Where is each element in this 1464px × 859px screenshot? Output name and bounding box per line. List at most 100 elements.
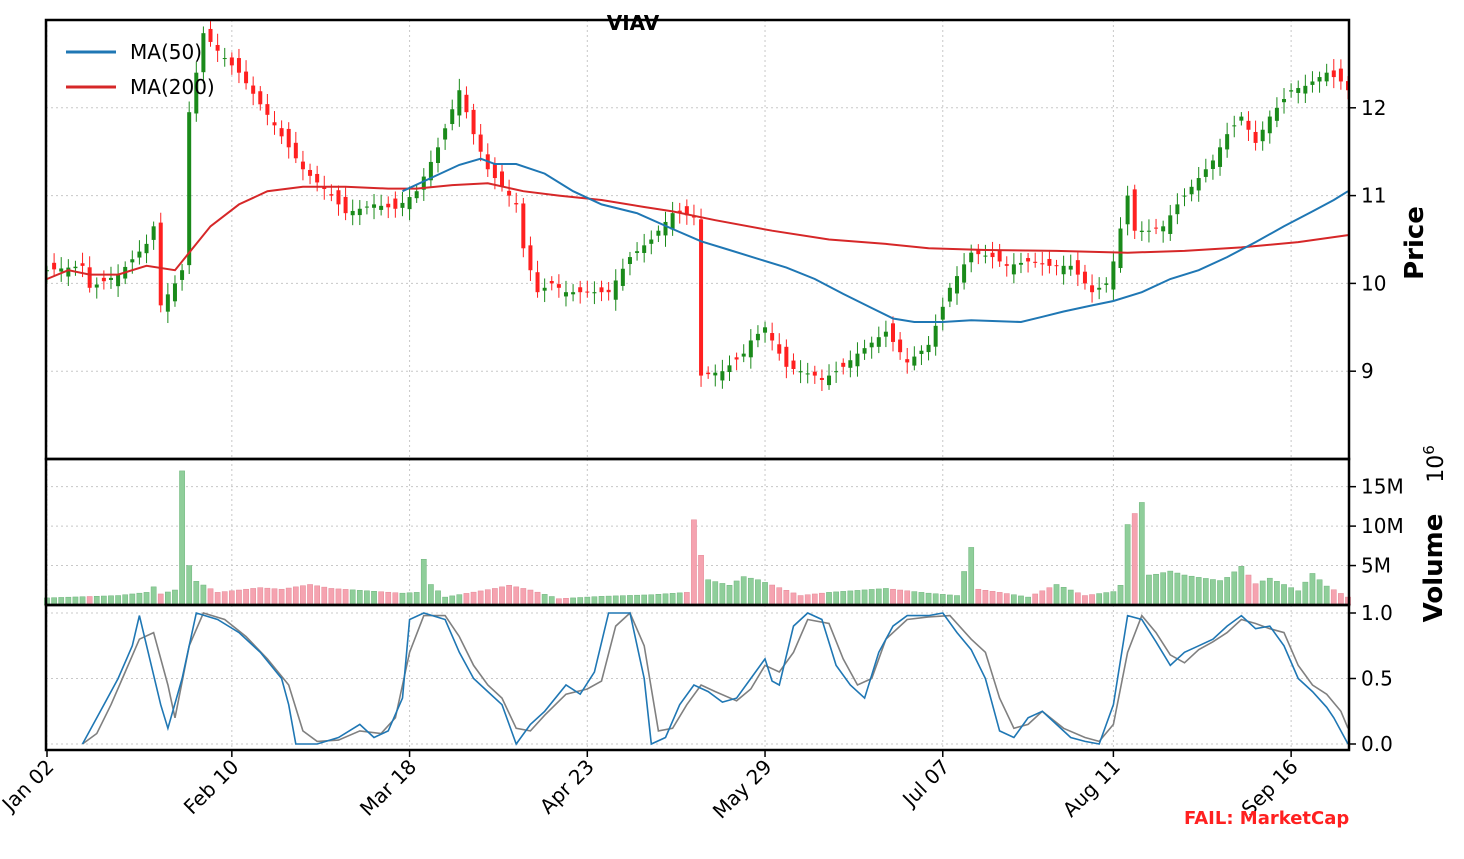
volume-bar xyxy=(676,592,683,606)
candle-body xyxy=(329,194,334,196)
volume-bar xyxy=(712,581,719,606)
volume-bar xyxy=(1274,581,1280,606)
x-ticks: Jan 02 Feb 10 Mar 18 Apr 23 May 29 Jul 07 Aug … xyxy=(0,750,1303,823)
volume-bar xyxy=(278,588,285,606)
candle-body xyxy=(571,292,576,295)
candle-body xyxy=(592,292,597,294)
volume-bar xyxy=(1288,587,1294,606)
candle-body xyxy=(1210,160,1215,169)
volume-bar xyxy=(1316,579,1323,606)
candle-body xyxy=(962,264,967,283)
candle-body xyxy=(713,372,718,376)
candle-body xyxy=(1203,169,1208,177)
candle-body xyxy=(201,33,206,73)
x-tick-label: Jul 07 xyxy=(896,755,954,813)
candle-body xyxy=(805,373,810,375)
candle-body xyxy=(1075,260,1080,275)
candle-body xyxy=(734,357,739,360)
volume-bar xyxy=(534,591,541,606)
candle-body xyxy=(1331,70,1336,78)
volume-bar xyxy=(200,584,207,606)
volume-bar xyxy=(1202,578,1209,606)
volume-bar xyxy=(93,595,100,606)
volume-bar xyxy=(1067,589,1074,606)
volume-bar xyxy=(883,588,889,606)
volume-bar xyxy=(1210,579,1216,606)
volume-bar xyxy=(1039,590,1046,606)
candle-body xyxy=(428,161,433,181)
candle-body xyxy=(236,58,241,73)
candle-body xyxy=(379,205,384,210)
volume-bar xyxy=(904,590,911,606)
x-tick-label: Apr 23 xyxy=(535,755,599,819)
price-tick-label: 12 xyxy=(1361,96,1386,120)
candle-body xyxy=(684,206,689,216)
candle-body xyxy=(670,213,675,230)
candle-body xyxy=(94,284,99,288)
volume-bar xyxy=(1323,585,1330,606)
candle-body xyxy=(663,221,668,236)
volume-bar xyxy=(669,593,676,606)
volume-bar xyxy=(989,591,996,606)
candle-body xyxy=(293,142,298,159)
volume-bar xyxy=(385,591,392,606)
price-tick-label: 11 xyxy=(1361,184,1386,208)
volume-bar xyxy=(620,595,626,606)
volume-bar xyxy=(726,585,733,606)
volume-bar xyxy=(143,592,150,606)
candle-body xyxy=(777,344,782,354)
volume-bar xyxy=(1103,592,1110,606)
candle-body xyxy=(1168,215,1173,234)
volume-bar xyxy=(157,593,164,606)
candle-body xyxy=(862,348,867,354)
volume-bar xyxy=(932,593,939,606)
volume-bar xyxy=(378,591,384,606)
volume-bar xyxy=(776,587,783,606)
volume-bar xyxy=(257,587,264,606)
volume-bar xyxy=(769,584,775,606)
candle-body xyxy=(130,259,135,263)
volume-bar xyxy=(1110,591,1117,606)
volume-bar xyxy=(129,593,136,606)
candle-body xyxy=(763,327,768,333)
candle-body xyxy=(827,375,832,386)
candle-body xyxy=(770,333,775,341)
stoch-panel-frame xyxy=(44,603,1351,752)
volume-bar xyxy=(172,589,178,606)
volume-bar xyxy=(968,547,975,606)
volume-bar xyxy=(214,592,221,606)
candle-body xyxy=(1196,178,1201,191)
volume-bar xyxy=(108,595,114,606)
candle-body xyxy=(343,196,348,214)
volume-bar xyxy=(527,589,534,606)
volume-bar xyxy=(456,594,463,606)
candle-body xyxy=(1011,264,1016,275)
volume-bar xyxy=(413,592,420,606)
candle-body xyxy=(265,104,270,115)
candle-body xyxy=(869,342,874,348)
candle-body xyxy=(1246,120,1251,130)
candle-body xyxy=(699,219,704,376)
moving-average-lines xyxy=(46,157,1349,324)
volume-bar xyxy=(975,588,982,606)
candle-body xyxy=(635,251,640,253)
volume-bar xyxy=(598,596,605,606)
price-axis-label: Price xyxy=(1400,206,1430,280)
volume-bar xyxy=(1032,593,1039,606)
volume-bar xyxy=(641,594,648,606)
candle-body xyxy=(80,263,85,266)
volume-bar xyxy=(797,595,804,606)
candle-body xyxy=(66,267,71,277)
volume-bar xyxy=(207,588,214,606)
volume-bar xyxy=(918,592,925,606)
x-tick-label: May 29 xyxy=(708,755,777,824)
volume-bar xyxy=(833,591,839,606)
chart-title: VIAV xyxy=(607,11,660,35)
volume-bar xyxy=(1217,580,1223,606)
volume-bar xyxy=(1011,594,1017,606)
ma50-line xyxy=(402,157,1349,324)
volume-bar xyxy=(1302,581,1309,606)
candle-body xyxy=(350,210,355,216)
